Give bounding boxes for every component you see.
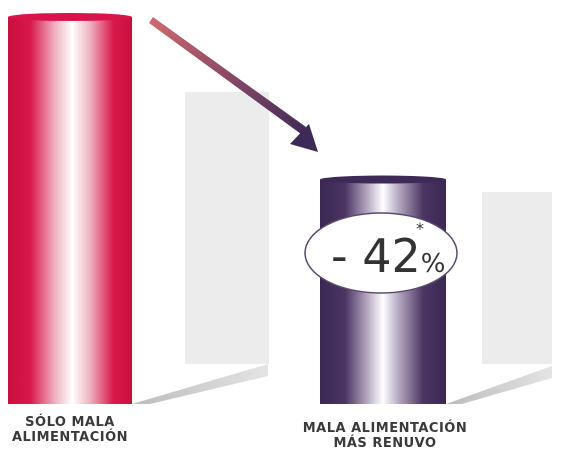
category-label-1: MALA ALIMENTACIÓN MÁS RENUVO bbox=[302, 421, 468, 451]
bar-0 bbox=[8, 17, 132, 404]
background-panel-1 bbox=[185, 92, 269, 364]
bar-cap-0 bbox=[8, 13, 132, 21]
category-label-0: SÓLO MALA ALIMENTACIÓN bbox=[11, 415, 129, 445]
reduction-value: - 42% bbox=[331, 229, 445, 283]
reduction-badge: - 42% * bbox=[304, 212, 458, 294]
bar-cap-1 bbox=[320, 175, 446, 184]
bar-shadow-0 bbox=[132, 364, 268, 404]
bar-shadow-1 bbox=[446, 366, 552, 404]
arrow-icon bbox=[149, 17, 318, 152]
reduction-asterisk: * bbox=[416, 219, 424, 238]
background-panel-2 bbox=[482, 192, 552, 364]
